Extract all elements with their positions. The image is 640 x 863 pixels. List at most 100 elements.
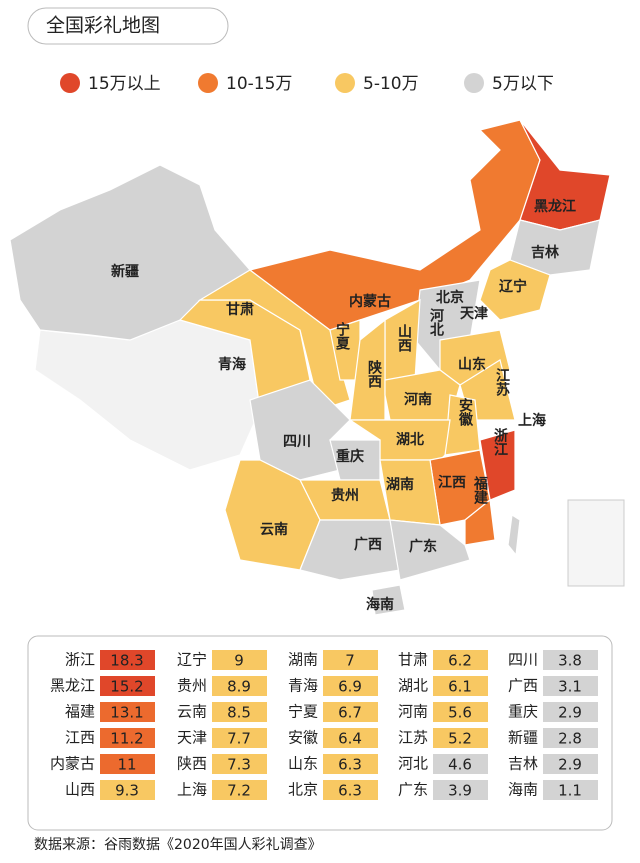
value-box [100,728,155,748]
value-box [100,676,155,696]
map-label: 浙江 [492,427,508,457]
value: 3.8 [558,652,582,670]
value-box [323,702,378,722]
province-name: 福建 [65,703,95,721]
value-box [323,650,378,670]
map-label: 江西 [438,474,466,491]
title: 全国彩礼地图 [46,15,160,37]
map-label: 甘肃 [226,301,254,318]
province-name: 山东 [288,755,318,773]
value-box [212,728,267,748]
province-name: 北京 [288,781,318,799]
province-name: 浙江 [65,651,95,669]
value: 7.7 [227,730,251,748]
province [371,584,406,616]
value-box [100,650,155,670]
value-box [100,780,155,800]
map-label: 湖北 [396,432,424,448]
legend-swatch [464,73,484,93]
value: 7.3 [227,756,251,774]
value: 6.4 [338,730,362,748]
value-box [100,702,155,722]
value-box [543,728,598,748]
province [299,519,401,581]
legend-swatch [198,73,218,93]
value: 7 [345,652,355,670]
value: 2.8 [558,730,582,748]
value-box [543,754,598,774]
value-box [323,754,378,774]
value: 6.1 [448,678,472,696]
map-label: 四川 [283,434,311,450]
map-label: 天津 [460,305,488,322]
value: 11 [117,756,136,774]
province-name: 黑龙江 [50,677,95,695]
value: 6.3 [338,782,362,800]
value: 9.3 [115,782,139,800]
map-label: 吉林 [531,244,559,261]
province [479,259,551,321]
province-name: 海南 [508,781,538,799]
province-name: 宁夏 [288,703,318,721]
province-name: 云南 [177,703,207,721]
province-name: 内蒙古 [50,755,95,773]
map-label: 山西 [396,324,412,353]
value: 4.6 [448,756,472,774]
inset-box [567,499,625,587]
value: 3.9 [448,782,472,800]
province-name: 甘肃 [398,651,428,669]
value: 6.7 [338,704,362,722]
value-box [433,676,488,696]
legend-swatch [60,73,80,93]
map-label: 辽宁 [499,278,527,295]
map-label: 海南 [366,596,394,613]
map-label: 江苏 [494,367,510,397]
value: 8.5 [227,704,251,722]
map-label: 宁夏 [334,321,350,351]
value-box [212,780,267,800]
value: 5.6 [448,704,472,722]
map-label: 新疆 [111,263,139,280]
map-label: 青海 [218,356,246,373]
map: 新疆 甘肃 内蒙古 黑龙江 吉林 辽宁 北京 天津 河北 宁夏 山西 青海 山东… [9,119,625,616]
value: 9 [234,652,244,670]
value: 13.1 [110,704,143,722]
province-name: 山西 [65,781,95,799]
value-box [212,702,267,722]
legend-swatch [335,73,355,93]
province-name: 天津 [177,729,207,747]
province-name: 贵州 [177,677,207,695]
province-name: 湖北 [398,677,428,695]
province-name: 河南 [398,703,428,721]
map-label: 贵州 [331,487,359,504]
map-label: 上海 [518,412,546,429]
map-label: 北京 [436,289,464,306]
legend-label: 10-15万 [226,74,292,94]
province [479,429,516,501]
map-label: 安徽 [457,397,474,427]
value-box [212,754,267,774]
map-label: 湖南 [386,476,414,493]
legend-label: 15万以上 [88,74,161,94]
value-box [543,702,598,722]
province-name: 四川 [508,651,538,669]
value-box [433,650,488,670]
value: 2.9 [558,704,582,722]
value: 8.9 [227,678,251,696]
value-box [543,780,598,800]
value-box [543,650,598,670]
province-name: 安徽 [288,729,318,747]
map-label: 陕西 [366,359,382,389]
map-label: 河北 [428,307,444,337]
value-box [433,728,488,748]
province-name: 新疆 [508,729,538,747]
province-name: 河北 [398,755,428,773]
province-name: 江西 [65,729,95,747]
province [389,519,471,581]
province-name: 陕西 [177,755,207,773]
value-box [323,780,378,800]
province [464,498,496,546]
value: 6.2 [448,652,472,670]
value-box [433,702,488,722]
value-box [433,754,488,774]
